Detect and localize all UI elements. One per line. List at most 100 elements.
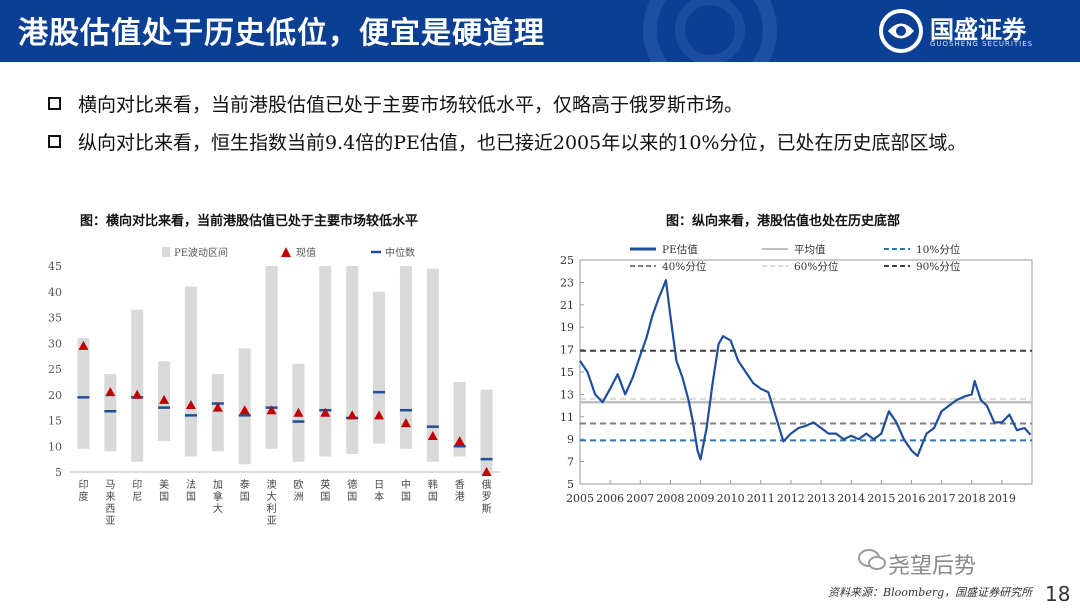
range-bar [211, 374, 224, 452]
x-tick-char: 加 [213, 479, 223, 491]
x-tick-label: 2013 [807, 492, 835, 505]
y-tick-label: 23 [560, 276, 574, 289]
current-value-marker [212, 402, 223, 412]
bullet-2: 纵向对比来看，恒生指数当前9.4倍的PE估值，也已接近2005年以来的10%分位… [48, 124, 1038, 200]
legend-label-current: 现值 [296, 246, 316, 259]
page-number: 18 [1045, 582, 1071, 606]
range-bar [319, 266, 332, 457]
x-tick-label: 美国 [159, 478, 169, 503]
x-tick-label: 2007 [626, 492, 654, 505]
x-tick-char: 国 [240, 491, 250, 503]
current-value-marker [185, 400, 196, 410]
y-tick-label: 25 [560, 254, 574, 267]
current-value-marker [266, 405, 277, 415]
checkbox-bullet-icon [48, 135, 61, 148]
x-tick-label: 2015 [867, 492, 895, 505]
current-value-marker [105, 387, 116, 397]
pe-line [579, 279, 1032, 461]
plot-frame [579, 259, 1033, 485]
company-logo: 国盛证券 GUOSHENG SECURITIES [878, 8, 1068, 56]
range-bar [373, 291, 386, 444]
x-tick-char: 国 [347, 491, 357, 503]
x-tick-char: 泰 [240, 478, 250, 491]
x-tick-char: 国 [320, 491, 330, 503]
y-tick-label: 13 [560, 388, 574, 401]
x-tick-char: 度 [78, 490, 88, 503]
x-tick-char: 香 [455, 479, 465, 491]
chart2-legend: PE估值 平均值 10%分位 40%分位 60%分位 90%分位 [630, 243, 961, 273]
x-tick-char: 中 [401, 478, 411, 491]
x-tick-label: 2016 [897, 492, 925, 505]
y-tick-label: 11 [560, 411, 574, 424]
y-tick-label: 21 [560, 299, 574, 312]
x-tick-char: 日 [374, 480, 384, 491]
x-tick-char: 来 [105, 491, 115, 503]
bullet-1: 横向对比来看，当前港股估值已处于主要市场较低水平，仅略高于俄罗斯市场。 [48, 86, 1038, 124]
checkbox-bullet-icon [48, 97, 61, 110]
current-value-marker [293, 407, 304, 417]
range-bar [346, 266, 359, 454]
x-tick-char: 马 [105, 479, 115, 491]
x-tick-label: 俄罗斯 [482, 479, 492, 515]
legend-label: 平均值 [794, 243, 826, 256]
bullet-text: 纵向对比来看，恒生指数当前9.4倍的PE估值，也已接近2005年以来的10%分位… [78, 132, 967, 154]
x-tick-label: 2017 [928, 492, 956, 505]
legend-swatch-range [162, 247, 170, 257]
x-tick-label: 2006 [596, 492, 624, 505]
x-tick-char: 罗 [482, 491, 492, 503]
x-tick-label: 2014 [837, 492, 865, 505]
current-value-marker [374, 410, 385, 420]
x-tick-char: 美 [159, 478, 169, 491]
chart1-caption: 图：横向对比来看，当前港股估值已处于主要市场较低水平 [80, 214, 419, 229]
current-value-marker [427, 430, 438, 440]
x-tick-label: 2019 [988, 492, 1016, 505]
x-tick-label: 法国 [186, 478, 196, 503]
current-value-marker [400, 418, 411, 428]
x-tick-char: 利 [267, 503, 277, 515]
y-tick-label: 45 [48, 260, 62, 273]
x-tick-char: 本 [374, 490, 384, 503]
x-tick-char: 港 [455, 491, 465, 503]
legend-label-range: PE波动区间 [174, 246, 228, 259]
current-value-marker [239, 405, 250, 415]
range-bar [184, 286, 197, 457]
y-tick-label: 25 [48, 363, 62, 376]
x-tick-char: 洲 [293, 491, 303, 503]
legend-label: PE估值 [662, 243, 698, 256]
range-bar [453, 381, 466, 457]
current-value-marker [159, 394, 170, 404]
x-tick-char: 国 [401, 491, 411, 503]
x-tick-label: 英国 [320, 478, 330, 503]
header-decoration [643, 0, 777, 62]
header-bar: 港股估值处于历史低位，便宜是硬道理 国盛证券 GUOSHENG SECURITI… [0, 0, 1080, 62]
y-tick-label: 19 [560, 321, 574, 334]
current-value-marker [132, 389, 143, 399]
range-bar [399, 266, 412, 449]
x-tick-label: 2011 [747, 492, 775, 505]
x-tick-label: 2008 [656, 492, 684, 505]
current-value-marker [320, 407, 331, 417]
current-value-marker [347, 410, 358, 420]
current-value-marker [481, 467, 492, 476]
y-tick-label: 15 [48, 415, 62, 428]
x-tick-label: 中国 [401, 478, 411, 503]
pe-range-chart: PE波动区间 现值 中位数51015202530354045印度马来西亚印尼美国法国… [48, 246, 500, 527]
x-tick-char: 法 [186, 478, 196, 491]
range-bar [77, 338, 90, 449]
current-value-marker [454, 436, 465, 446]
x-tick-label: 2012 [777, 492, 805, 505]
logo-mark-icon [879, 9, 923, 53]
range-bar [480, 389, 493, 475]
x-tick-char: 澳 [267, 478, 277, 491]
x-tick-char: 大 [267, 490, 277, 503]
x-tick-char: 印 [132, 479, 142, 491]
y-tick-label: 7 [567, 456, 574, 469]
legend-swatch-current [281, 247, 291, 257]
page-title: 港股估值处于历史低位，便宜是硬道理 [18, 16, 545, 51]
bullet-text: 横向对比来看，当前港股估值已处于主要市场较低水平，仅略高于俄罗斯市场。 [78, 94, 744, 116]
x-tick-char: 亚 [267, 516, 277, 527]
wechat-icon [858, 549, 886, 570]
source-note: 资料来源：Bloomberg，国盛证券研究所 [828, 586, 1033, 599]
